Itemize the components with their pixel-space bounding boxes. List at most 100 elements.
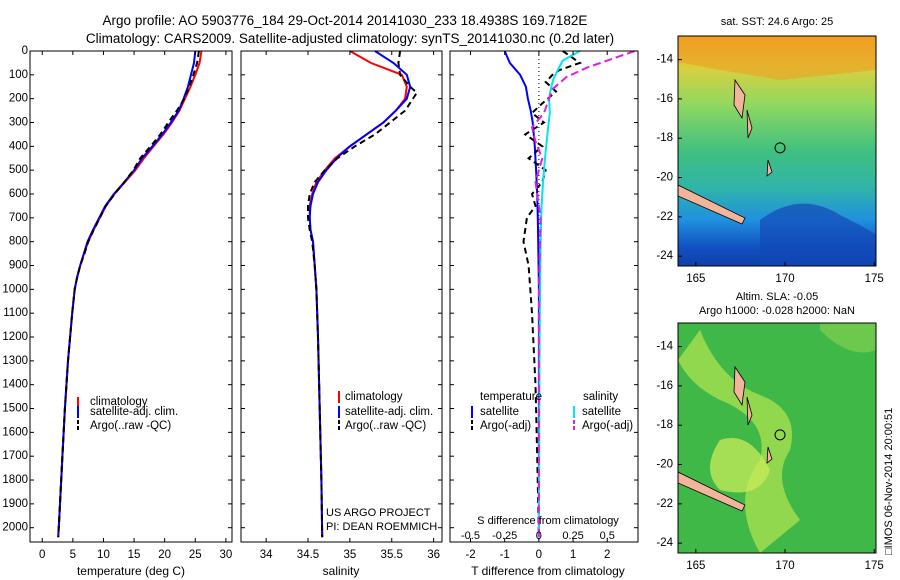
depth-tick-label: 1200 [2,331,28,343]
legend-satellite: satellite-adj. clim. [90,406,178,418]
sst-map-title: sat. SST: 24.6 Argo: 25 [721,16,834,28]
sal-xtick-label: 34 [260,549,273,561]
temperature-frame [29,50,233,543]
depth-tick-label: 900 [9,260,28,272]
s-diff-label: S difference from climatology [477,515,619,527]
map-xtick-label: 170 [775,273,794,285]
depth-tick-label: 1900 [2,498,28,510]
sla-new-caledonia [678,471,746,512]
map-ytick-label: -24 [656,537,673,549]
temp-xtick-label: 25 [189,549,202,561]
salinity-frame [240,50,443,543]
sal-legend-climatology: climatology [345,391,403,403]
diff-xtick-label: -1 [500,549,510,561]
diff-xtick-label: 1 [570,549,576,561]
temperature-legend: climatology satellite-adj. clim. Argo(..… [77,396,178,432]
map-xtick-label: 175 [865,273,884,285]
sal-legend-satellite: satellite-adj. clim. [345,406,433,418]
depth-tick-label: 1800 [2,474,28,486]
map-xtick-label: 170 [775,560,794,572]
diff-legend-sargo: Argo(-adj) [582,420,633,432]
map-ytick-label: -24 [656,250,673,262]
salinity-xlabel: salinity [323,564,360,578]
sst-vanuatu-south [766,159,773,177]
title-line1: Argo profile: AO 5903776_184 29-Oct-2014… [103,13,588,28]
temp-xtick-label: 10 [97,549,110,561]
diff-xtick-label: 0 [536,549,542,561]
sal-legend-argo: Argo(..raw -QC) [345,420,426,432]
diff-legend-salinity-header: salinity [583,391,618,403]
temperature-xlabel: temperature (deg C) [77,564,185,578]
legend-argo: Argo(..raw -QC) [90,420,171,432]
sla-vanuatu-north [733,365,746,407]
sal-xtick-label: 36 [427,549,440,561]
difference-frame [449,50,639,543]
diff-series-1 [522,50,583,538]
diff-legend-ssat: satellite [582,406,621,418]
sst-vanuatu-north [733,78,746,120]
map-ytick-label: -14 [656,54,673,66]
map-ytick-label: -18 [656,419,673,431]
s-tick-label: 0.25 [562,530,583,542]
temp-xtick-label: 0 [39,549,45,561]
sal-series-2 [307,50,419,538]
sst-argo-marker [774,142,786,154]
sla-argo-marker [774,429,786,441]
temp-xtick-label: 20 [158,549,171,561]
temperature-panel: 0 5 10 15 20 25 30 temperature (deg C) climato… [29,50,233,578]
sst-warm-patch [678,36,876,80]
diff-xtick-label: -2 [465,549,475,561]
temp-xtick-label: 15 [128,549,141,561]
depth-tick-label: 700 [9,212,28,224]
depth-tick-label: 300 [9,117,28,129]
temp-series-0 [57,50,203,538]
map-ytick-label: -22 [656,211,673,223]
depth-tick-label: 100 [9,69,28,81]
map-ytick-label: -20 [656,459,673,471]
sla-high-band [678,330,800,553]
map-ytick-label: -20 [656,172,673,184]
temp-xtick-label: 5 [70,549,76,561]
sla-title1: Altim. SLA: -0.05 [736,291,819,303]
diff-legend-temperature-header: temperature [480,391,542,403]
sla-title2: Argo h1000: -0.028 h2000: NaN [699,305,855,317]
legend-climatology: climatology [90,396,148,408]
diff-legend-targo: Argo(-adj) [480,420,531,432]
depth-tick-label: 600 [9,188,28,200]
title-line2: Climatology: CARS2009. Satellite-adjuste… [86,31,614,46]
s-tick-label: -0.25 [492,530,517,542]
depth-tick-label: 0 [22,45,28,57]
pi-label: PI: DEAN ROEMMICH [326,521,437,533]
s-tick-label: 0.5 [600,530,615,542]
sla-ne-patch [820,323,876,353]
s-tick-label: -0.5 [461,530,480,542]
sal-series-0 [308,50,408,538]
diff-xtick-label: 2 [604,549,610,561]
salinity-panel: 34 34.5 35 35.5 36 salinity climatology sate… [240,50,443,578]
map-ytick-label: -16 [656,93,673,105]
depth-tick-label: 400 [9,140,28,152]
map-ytick-label: -22 [656,498,673,510]
project-label: US ARGO PROJECT [326,507,431,519]
depth-tick-label: 200 [9,93,28,105]
sst-vanuatu-mid [746,109,753,139]
sal-xtick-label: 34.5 [297,549,319,561]
sla-frame [677,322,877,554]
depth-tick-label: 2000 [2,522,28,534]
depth-tick-label: 1100 [3,307,28,319]
diff-series-0 [503,50,540,538]
sst-new-caledonia [678,184,746,225]
sla-vanuatu-south [766,446,773,464]
depth-tick-label: 800 [9,236,28,248]
difference-panel: -2 -1 0 1 2 -0.5 -0.25 0 0.25 0.5 S difference fr… [449,50,639,578]
map-xtick-label: 165 [686,273,705,285]
depth-axis: 0 100 200 300 400 500 600 700 800 900 1000 1100 1200… [2,45,28,534]
difference-legend: temperature salinity satellite Argo(-adj… [471,391,633,432]
sst-map: sat. SST: 24.6 Argo: 25 [656,16,883,285]
temp-series-2 [57,50,200,538]
sla-vanuatu-mid [746,396,753,426]
sal-series-1 [308,50,412,538]
temp-series-1 [57,50,197,538]
map-xtick-label: 165 [686,560,705,572]
